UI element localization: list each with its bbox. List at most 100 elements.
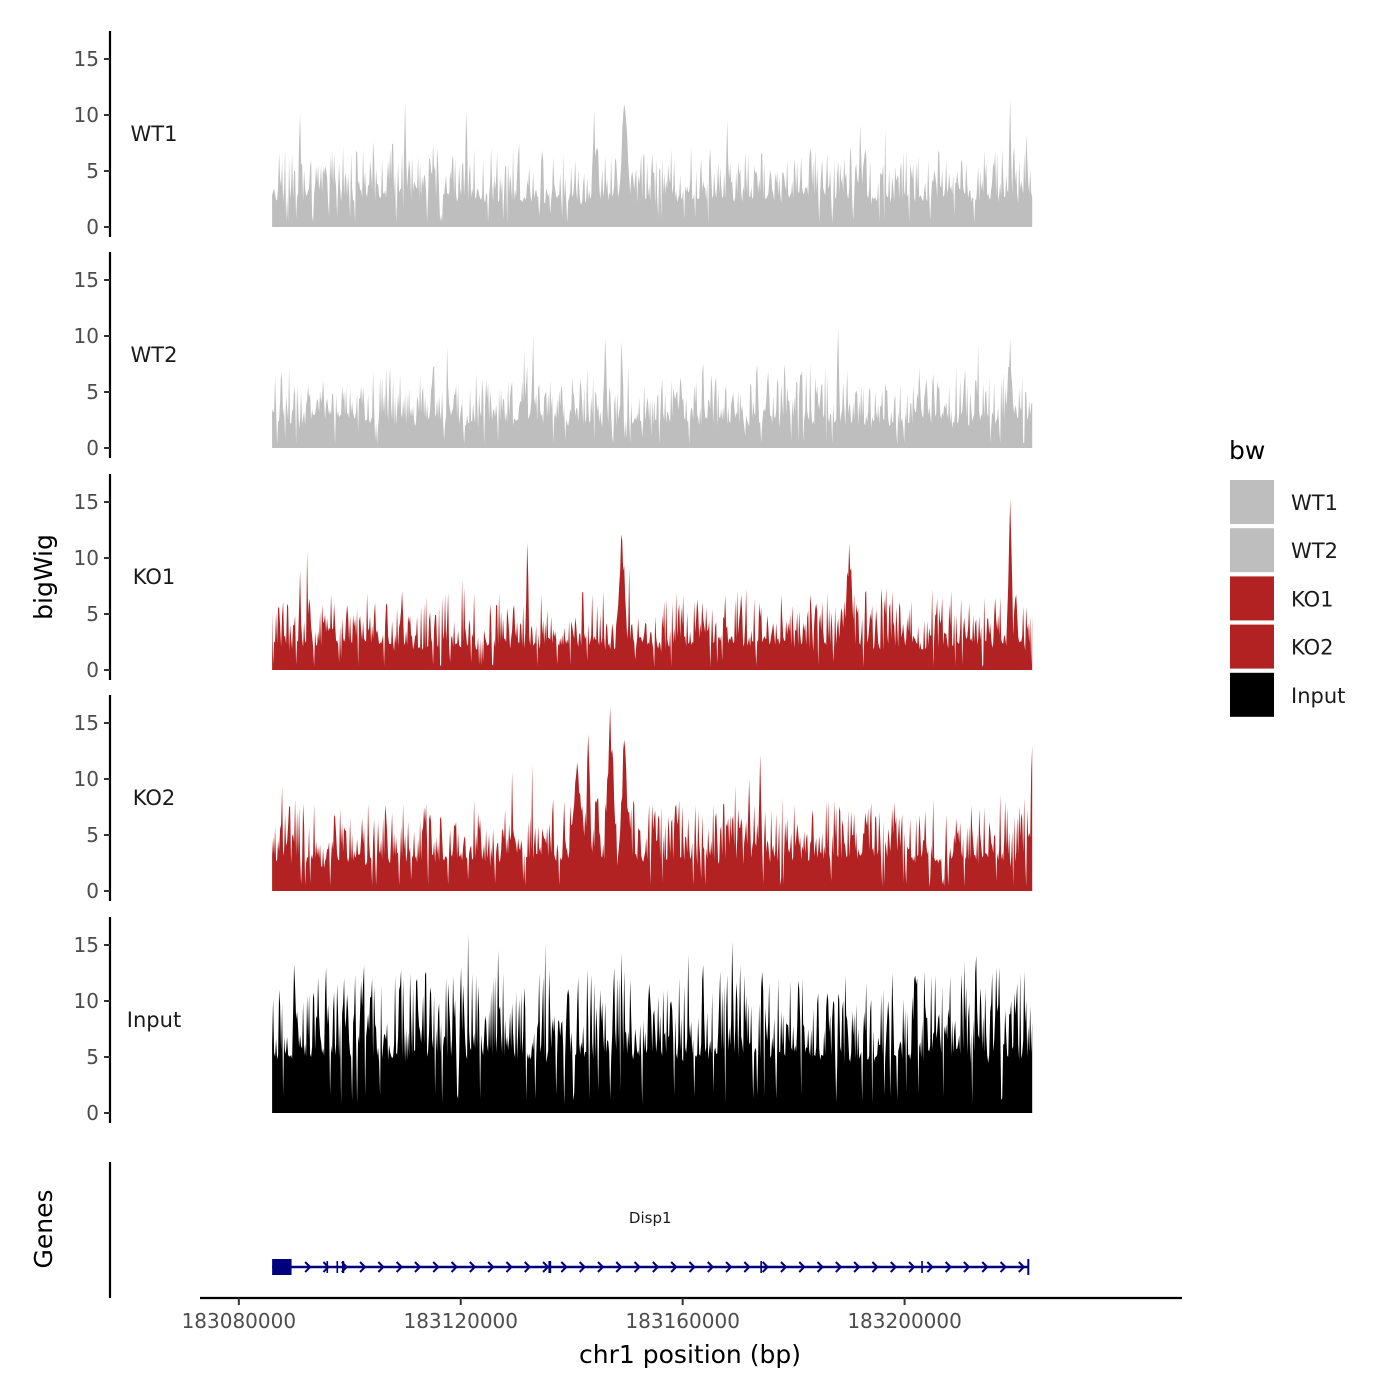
gene-exon: [548, 1261, 552, 1273]
strand-arrow: [652, 1261, 660, 1273]
legend-entry-ko1: KO1: [1230, 576, 1334, 621]
track-wt2: 0 5 10 15 WT2: [74, 252, 1033, 460]
track-ko2: 0 5 10 15 KO2: [74, 695, 1033, 903]
y-tick-label: 10: [74, 989, 99, 1013]
strand-arrow: [725, 1261, 733, 1273]
strand-arrow: [926, 1261, 934, 1273]
y-tick-label: 5: [86, 380, 99, 404]
y-tick-label: 10: [74, 103, 99, 127]
legend-swatch: [1230, 528, 1274, 573]
strand-arrow: [304, 1261, 312, 1273]
strand-arrow: [798, 1261, 806, 1273]
genes-axis-title: Genes: [29, 1189, 58, 1268]
strand-arrow: [359, 1261, 367, 1273]
strand-arrow: [395, 1261, 404, 1273]
y-tick-label: 15: [74, 711, 99, 735]
strand-arrow: [505, 1261, 513, 1273]
strand-arrow: [524, 1261, 532, 1273]
y-tick-label: 10: [74, 767, 99, 791]
strand-arrow: [377, 1261, 385, 1273]
legend-label: WT1: [1291, 491, 1338, 515]
track-label: KO1: [133, 565, 176, 589]
strand-arrow: [414, 1261, 422, 1273]
x-tick-label: 183200000: [847, 1309, 962, 1333]
y-tick-label: 0: [86, 1101, 99, 1125]
y-tick-label: 5: [86, 159, 99, 183]
track-label: Input: [127, 1008, 181, 1032]
track-label: WT2: [131, 343, 178, 367]
x-axis-title: chr1 position (bp): [579, 1340, 801, 1369]
strand-arrow: [578, 1261, 587, 1273]
track-ko1: 0 5 10 15 KO1: [74, 474, 1033, 682]
signal-area-wt2: [272, 328, 1033, 448]
strand-arrow: [597, 1261, 605, 1273]
y-tick-label: 15: [74, 268, 99, 292]
track-label: KO2: [133, 786, 176, 810]
strand-arrow: [908, 1261, 916, 1273]
legend-label: KO1: [1291, 587, 1334, 611]
strand-arrow: [761, 1261, 770, 1273]
y-tick-label: 0: [86, 879, 99, 903]
y-axis-title: bigWig: [29, 534, 58, 620]
strand-arrow: [981, 1261, 989, 1273]
legend: bw WT1 WT2 KO1 KO2 Input: [1229, 436, 1345, 717]
y-tick-label: 10: [74, 546, 99, 570]
x-tick-label: 183160000: [625, 1309, 740, 1333]
y-tick-label: 5: [86, 1045, 99, 1069]
legend-swatch: [1230, 480, 1274, 524]
y-tick-label: 15: [74, 933, 99, 957]
strand-arrow: [835, 1261, 843, 1273]
strand-arrow: [450, 1261, 458, 1273]
strand-arrow: [560, 1261, 568, 1273]
legend-entry-ko2: KO2: [1230, 624, 1334, 669]
signal-area-input: [272, 933, 1033, 1113]
legend-swatch: [1230, 672, 1274, 717]
gene-exon: [760, 1261, 762, 1273]
legend-swatch: [1230, 576, 1274, 621]
signal-area-ko2: [272, 707, 1033, 891]
y-tick-label: 5: [86, 823, 99, 847]
gene-exon: [921, 1261, 923, 1273]
gene-exon: [342, 1261, 345, 1273]
strand-arrow: [999, 1261, 1007, 1273]
gene-disp1: Disp1: [272, 1209, 1030, 1275]
y-tick-label: 15: [74, 490, 99, 514]
strand-arrow: [743, 1261, 751, 1273]
signal-area-wt1: [272, 98, 1033, 227]
y-tick-label: 0: [86, 436, 99, 460]
legend-label: Input: [1291, 684, 1345, 708]
strand-arrow: [615, 1261, 623, 1273]
gene-name-label: Disp1: [629, 1209, 672, 1227]
strand-arrow: [542, 1261, 550, 1273]
y-tick-label: 15: [74, 47, 99, 71]
track-label: WT1: [131, 122, 178, 146]
strand-arrow: [322, 1261, 330, 1273]
y-tick-label: 0: [86, 658, 99, 682]
strand-arrow: [469, 1261, 477, 1273]
gene-track: Disp1: [108, 1162, 1030, 1298]
legend-entry-wt2: WT2: [1230, 528, 1338, 573]
strand-arrow: [1018, 1261, 1026, 1273]
legend-label: WT2: [1291, 539, 1338, 563]
legend-entry-wt1: WT1: [1230, 480, 1338, 524]
signal-area-ko1: [272, 499, 1033, 670]
strand-arrow: [871, 1261, 879, 1273]
gene-exon: [336, 1261, 339, 1273]
strand-arrow: [670, 1261, 678, 1273]
strand-arrow: [944, 1261, 953, 1273]
legend-label: KO2: [1291, 636, 1334, 660]
legend-title: bw: [1229, 436, 1265, 465]
strand-arrow: [780, 1261, 788, 1273]
x-tick-label: 183080000: [182, 1309, 297, 1333]
x-tick-label: 183120000: [403, 1309, 518, 1333]
y-tick-label: 0: [86, 215, 99, 239]
legend-entry-input: Input: [1230, 672, 1345, 717]
strand-arrow: [963, 1261, 971, 1273]
signal-tracks: 0 5 10 15 WT1 0 5 10 15 WT2 0 5 10 15 KO1 0 5 10 15 KO2 0 5 10…: [74, 31, 1033, 1125]
strand-arrow: [853, 1261, 861, 1273]
track-wt1: 0 5 10 15 WT1: [74, 31, 1033, 239]
strand-arrow: [890, 1261, 898, 1273]
legend-swatch: [1230, 624, 1274, 669]
gene-exon: [326, 1261, 329, 1273]
strand-arrow: [688, 1261, 696, 1273]
